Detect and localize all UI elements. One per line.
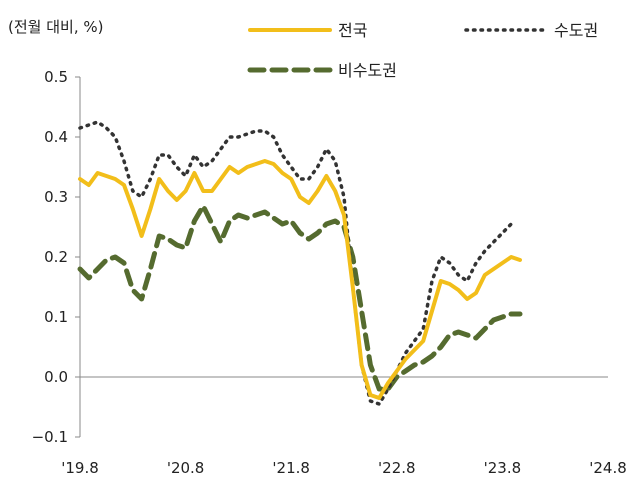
x-tick-label: '21.8 bbox=[272, 459, 310, 477]
x-tick-label: '24.8 bbox=[589, 459, 627, 477]
x-tick-label: '19.8 bbox=[61, 459, 99, 477]
y-axis: 0.5 0.4 0.3 0.2 0.1 0.0 −0.1 bbox=[32, 68, 81, 446]
x-tick-label: '23.8 bbox=[484, 459, 522, 477]
series-line-2 bbox=[77, 203, 523, 392]
series-line-1 bbox=[78, 120, 513, 406]
legend-label: 전국 bbox=[338, 21, 367, 40]
y-tick-label: 0.5 bbox=[44, 68, 68, 86]
legend-label: 비수도권 bbox=[338, 61, 397, 80]
y-tick-label: −0.1 bbox=[32, 428, 68, 446]
y-tick-label: 0.1 bbox=[44, 308, 68, 326]
series-layer bbox=[77, 120, 523, 406]
x-tick-label: '20.8 bbox=[167, 459, 205, 477]
legend-label: 수도권 bbox=[554, 21, 598, 40]
unit-label: (전월 대비, %) bbox=[8, 18, 103, 36]
x-axis: '19.8 '20.8 '21.8 '22.8 '23.8 '24.8 bbox=[61, 376, 627, 477]
series-line-0 bbox=[78, 159, 522, 400]
x-tick-label: '22.8 bbox=[378, 459, 416, 477]
y-tick-label: 0.0 bbox=[44, 368, 68, 386]
y-tick-label: 0.2 bbox=[44, 248, 68, 266]
y-tick-label: 0.3 bbox=[44, 188, 68, 206]
y-tick-label: 0.4 bbox=[44, 128, 68, 146]
